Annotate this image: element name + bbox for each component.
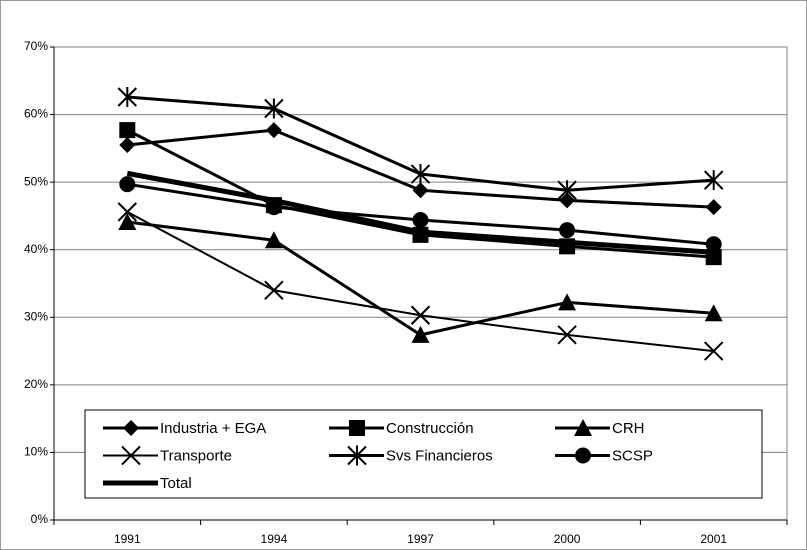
marker — [412, 211, 429, 228]
legend-marker — [123, 420, 139, 436]
marker — [412, 182, 429, 199]
x-tick-label: 2001 — [700, 532, 727, 546]
x-tick-label: 2000 — [554, 532, 581, 546]
marker — [410, 164, 431, 185]
x-tick-label: 1997 — [407, 532, 434, 546]
marker — [119, 176, 136, 193]
marker — [559, 192, 576, 209]
y-tick-label: 60% — [24, 107, 48, 121]
marker — [265, 122, 282, 139]
y-tick-label: 50% — [24, 174, 48, 188]
legend-marker — [347, 445, 367, 466]
marker — [557, 325, 577, 345]
legend-marker — [349, 420, 365, 436]
legend-label: SCSP — [612, 447, 653, 464]
marker — [705, 199, 722, 216]
marker — [117, 87, 138, 108]
marker — [119, 122, 136, 139]
marker — [411, 325, 430, 343]
marker — [558, 293, 577, 311]
legend-label: Industria + EGA — [160, 420, 266, 437]
y-tick-label: 10% — [24, 445, 48, 459]
marker — [703, 170, 724, 191]
legend-label: CRH — [612, 420, 645, 437]
legend-marker — [574, 419, 592, 436]
y-tick-label: 20% — [24, 377, 48, 391]
marker — [557, 180, 577, 201]
marker — [703, 341, 724, 361]
legend-marker — [121, 445, 141, 466]
y-tick-label: 40% — [24, 242, 48, 256]
legend-marker — [575, 447, 591, 464]
series-line — [126, 170, 714, 255]
marker — [704, 304, 723, 322]
y-tick-label: 30% — [24, 309, 48, 323]
y-tick-label: 70% — [24, 39, 48, 53]
x-tick-label: 1991 — [114, 532, 141, 546]
y-tick-label: 0% — [31, 512, 49, 526]
legend-box — [84, 409, 763, 499]
legend-label: Construcción — [386, 420, 474, 437]
legend-label: Total — [160, 475, 192, 492]
marker — [264, 98, 284, 119]
marker — [117, 202, 138, 222]
x-tick-label: 1994 — [261, 532, 288, 546]
marker — [705, 236, 722, 253]
marker — [119, 136, 136, 153]
marker — [264, 280, 284, 300]
marker — [118, 213, 137, 231]
legend-label: Transporte — [160, 447, 232, 464]
marker — [264, 231, 283, 249]
marker — [410, 305, 431, 325]
legend-label: Svs Financieros — [386, 447, 493, 464]
marker — [559, 222, 576, 239]
